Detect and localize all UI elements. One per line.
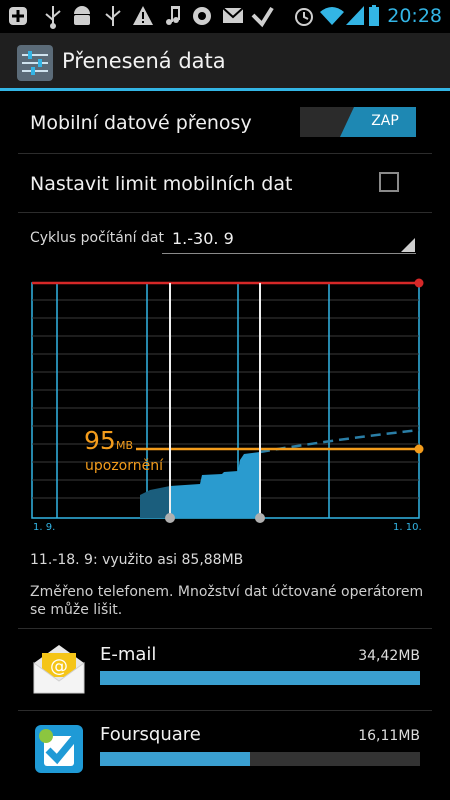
usage-note: Změřeno telefonem. Množství dat účtované… bbox=[30, 584, 424, 618]
svg-text:@: @ bbox=[50, 656, 68, 677]
email-icon bbox=[222, 7, 244, 23]
usage-summary: 11.-18. 9: využito asi 85,88MB bbox=[30, 552, 244, 568]
usage-area-before bbox=[140, 486, 170, 518]
divider bbox=[18, 628, 432, 629]
cycle-spinner[interactable]: 1.-30. 9 bbox=[162, 226, 416, 254]
warning-value: 95 bbox=[84, 426, 116, 455]
app-usage-bar bbox=[100, 752, 420, 766]
foursquare-check-icon bbox=[251, 6, 274, 28]
android-debug-icon bbox=[74, 6, 90, 25]
sync-icon bbox=[193, 7, 211, 25]
data-usage-chart: 95 MB upozornění 1. 9. 1. 10. bbox=[31, 278, 424, 533]
wifi-icon bbox=[320, 7, 344, 25]
add-icon bbox=[9, 7, 27, 25]
app-usage-bar-fill bbox=[100, 671, 420, 685]
divider bbox=[18, 212, 432, 213]
app-row-foursquare[interactable]: Foursquare 16,11MB bbox=[0, 712, 450, 790]
divider bbox=[18, 710, 432, 711]
usb-icon bbox=[45, 6, 61, 29]
app-name: E-mail bbox=[100, 644, 157, 665]
cycle-value: 1.-30. 9 bbox=[172, 229, 234, 248]
cycle-label: Cyklus počítání dat bbox=[30, 230, 164, 246]
email-app-icon: @ bbox=[33, 645, 85, 694]
clock: 20:28 bbox=[387, 5, 442, 27]
usb-icon bbox=[105, 6, 121, 26]
toggle-label: ZAP bbox=[371, 113, 399, 129]
selection-end-handle[interactable] bbox=[255, 513, 265, 523]
warning-handle[interactable] bbox=[414, 444, 424, 454]
app-row-email[interactable]: @ E-mail 34,42MB bbox=[0, 633, 450, 711]
warning-label: upozornění bbox=[85, 458, 164, 474]
limit-handle[interactable] bbox=[414, 278, 424, 288]
spinner-arrow-icon bbox=[401, 238, 415, 252]
app-usage-bar-fill bbox=[100, 752, 250, 766]
warning-icon bbox=[133, 6, 153, 25]
page-title: Přenesená data bbox=[62, 49, 226, 73]
x-label-start: 1. 9. bbox=[33, 522, 55, 533]
data-usage-icon[interactable] bbox=[17, 45, 53, 81]
action-bar: Přenesená data bbox=[0, 33, 450, 91]
app-size: 16,11MB bbox=[358, 728, 420, 744]
music-icon bbox=[166, 6, 180, 25]
usage-area-selected bbox=[170, 452, 260, 518]
alarm-icon bbox=[295, 8, 313, 26]
mobile-data-label: Mobilní datové přenosy bbox=[30, 112, 252, 134]
mobile-data-toggle[interactable]: ZAP bbox=[300, 107, 416, 137]
limit-label: Nastavit limit mobilních dat bbox=[30, 173, 293, 195]
app-name: Foursquare bbox=[100, 724, 201, 745]
limit-checkbox[interactable] bbox=[379, 172, 399, 192]
signal-icon bbox=[346, 6, 364, 25]
divider bbox=[18, 153, 432, 154]
warning-unit: MB bbox=[116, 439, 133, 452]
selection-start-handle[interactable] bbox=[165, 513, 175, 523]
app-size: 34,42MB bbox=[358, 648, 420, 664]
status-bar: 20:28 bbox=[0, 0, 450, 33]
battery-icon bbox=[369, 5, 379, 26]
foursquare-app-icon bbox=[35, 725, 83, 773]
app-usage-bar bbox=[100, 671, 420, 685]
x-label-end: 1. 10. bbox=[393, 522, 422, 533]
toggle-on-track bbox=[340, 107, 416, 137]
